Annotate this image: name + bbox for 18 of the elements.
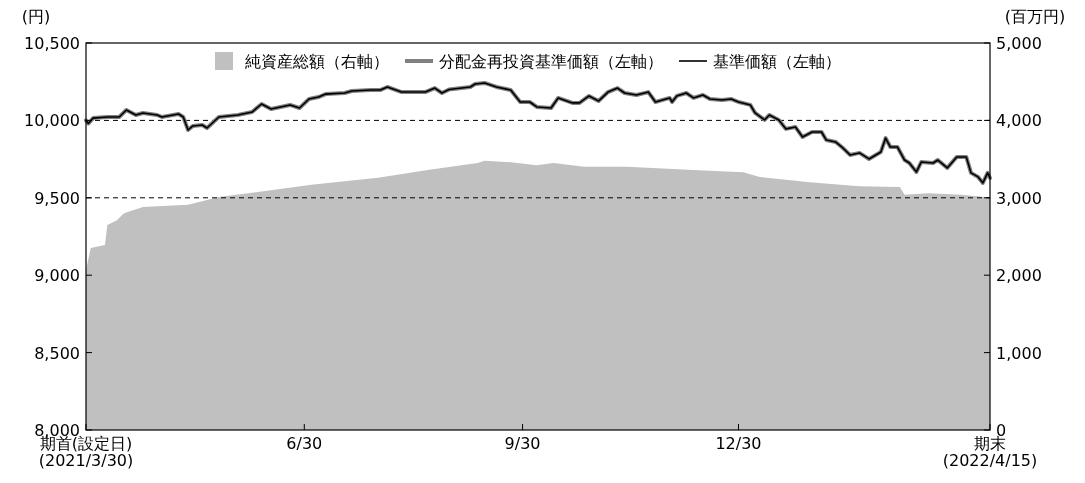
y2-tick-label: 1,000 [996,343,1042,363]
y-tick-label: 10,500 [24,34,80,53]
y-tick-label: 9,500 [34,188,80,208]
y2-axis-title: (百万円) [1004,7,1066,26]
x-tick-label: 9/30 [504,434,541,453]
x-tick-label: 6/30 [286,434,323,453]
y2-tick-label: 5,000 [996,34,1042,53]
legend-label: 基準価額（左軸） [713,52,841,71]
x-tick-label: 12/30 [715,434,762,453]
legend-label: 分配金再投資基準価額（左軸） [439,52,663,71]
y2-tick-label: 4,000 [996,111,1042,131]
y2-tick-label: 2,000 [996,266,1042,286]
y-axis-title: (円) [21,7,51,26]
y-tick-label: 10,000 [24,111,80,131]
y-tick-label: 8,500 [34,343,80,363]
y-tick-label: 9,000 [34,266,80,286]
legend-label: 純資産総額（右軸） [245,52,389,71]
y2-tick-label: 3,000 [996,188,1042,208]
